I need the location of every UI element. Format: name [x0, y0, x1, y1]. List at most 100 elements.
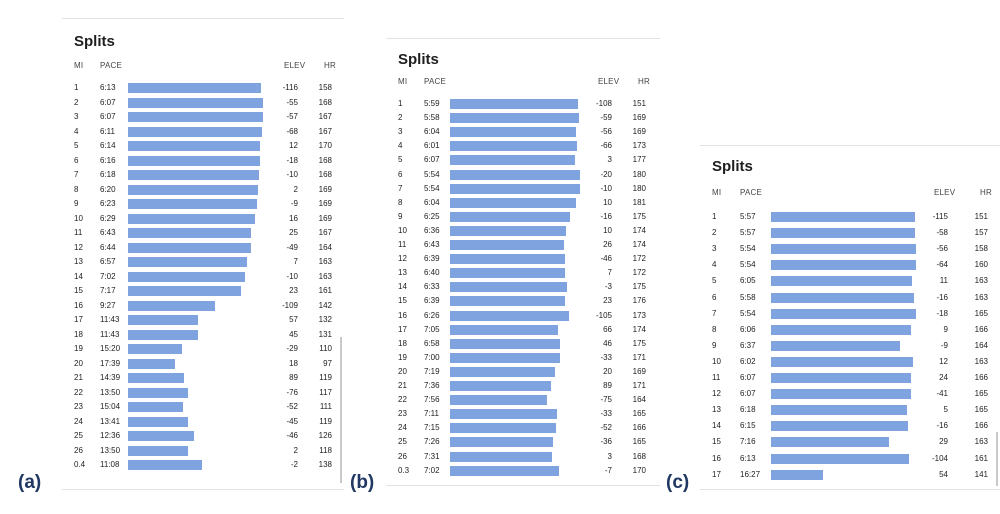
split-pace: 14:39 — [100, 373, 121, 382]
pace-bar — [771, 276, 912, 287]
pace-bar — [128, 445, 188, 456]
split-mile: 24 — [74, 416, 83, 426]
pace-bar — [450, 240, 564, 250]
pace-bar — [128, 257, 247, 267]
header-elev: ELEV — [598, 77, 620, 86]
split-elevation: 3 — [607, 155, 612, 165]
split-mile: 20 — [398, 366, 407, 376]
split-heart-rate: 171 — [632, 381, 646, 390]
split-mile: 4 — [398, 141, 403, 151]
split-row: 11 6:43 26 174 — [386, 238, 660, 252]
split-mile: 2 — [74, 97, 79, 107]
split-pace: 7:31 — [424, 451, 440, 461]
split-mile: 14 — [398, 282, 407, 292]
split-pace: 12:36 — [100, 431, 121, 440]
split-row: 19 7:00 -33 171 — [386, 351, 660, 365]
pace-bar — [128, 286, 241, 296]
split-row: 12 6:44 -49 164 — [62, 241, 344, 255]
split-row: 10 6:02 12 163 — [700, 355, 1000, 369]
split-heart-rate: 119 — [319, 373, 332, 382]
split-mile: 18 — [398, 338, 407, 348]
split-pace: 6:18 — [740, 405, 756, 415]
split-elevation: -16 — [936, 421, 948, 431]
split-heart-rate: 165 — [974, 389, 988, 399]
split-elevation: 5 — [943, 405, 948, 415]
pace-bar — [771, 373, 911, 383]
split-elevation: 12 — [939, 356, 948, 366]
split-mile: 25 — [74, 431, 83, 440]
pace-bar — [771, 292, 914, 303]
split-mile: 10 — [712, 356, 721, 366]
split-mile: 8 — [74, 184, 79, 194]
split-heart-rate: 168 — [318, 97, 332, 107]
split-row: 1 5:57 -115 151 — [700, 210, 1000, 224]
split-elevation: -18 — [936, 308, 948, 318]
panel-label-c: (c) — [666, 472, 690, 493]
split-mile: 22 — [74, 387, 83, 397]
split-elevation: 2 — [293, 184, 298, 194]
split-pace: 6:40 — [424, 268, 440, 278]
split-elevation: 11 — [939, 276, 948, 286]
split-row: 25 12:36 -46 126 — [62, 429, 344, 443]
split-elevation: 12 — [289, 141, 298, 150]
split-pace: 6:18 — [100, 170, 116, 179]
split-heart-rate: 118 — [319, 445, 332, 455]
split-elevation: -10 — [286, 170, 298, 179]
pace-bar — [128, 170, 259, 180]
split-mile: 8 — [712, 324, 717, 334]
split-elevation: -46 — [600, 254, 612, 264]
split-row: 12 6:07 -41 165 — [700, 387, 1000, 401]
split-row: 13 6:40 7 172 — [386, 266, 660, 280]
split-elevation: -59 — [600, 113, 612, 123]
split-mile: 18 — [74, 329, 83, 339]
pace-bar — [450, 282, 567, 293]
split-heart-rate: 169 — [318, 184, 332, 194]
split-pace: 7:17 — [100, 286, 116, 295]
split-mile: 5 — [712, 276, 717, 286]
split-pace: 16:27 — [740, 469, 761, 479]
split-mile: 9 — [712, 340, 717, 350]
pace-bar — [771, 212, 915, 222]
split-mile: 26 — [74, 445, 83, 455]
split-heart-rate: 158 — [318, 83, 332, 92]
split-elevation: -16 — [600, 211, 612, 221]
split-heart-rate: 167 — [318, 126, 332, 136]
split-heart-rate: 163 — [318, 271, 332, 281]
split-elevation: -56 — [936, 244, 948, 254]
split-elevation: 46 — [603, 338, 612, 348]
split-mile: 2 — [712, 228, 717, 238]
split-row: 17 16:27 54 141 — [700, 468, 1000, 482]
header-pace: PACE — [740, 188, 762, 197]
split-pace: 6:25 — [424, 211, 440, 221]
split-elevation: 54 — [939, 469, 948, 479]
split-mile: 9 — [398, 211, 403, 221]
panel-title: Splits — [74, 33, 115, 50]
split-heart-rate: 165 — [974, 308, 988, 318]
split-elevation: -7 — [604, 465, 612, 475]
split-row: 20 7:19 20 169 — [386, 365, 660, 379]
split-elevation: -10 — [600, 183, 612, 193]
split-pace: 6:06 — [740, 324, 756, 334]
pace-bar — [128, 387, 188, 398]
split-pace: 7:11 — [424, 409, 439, 419]
pace-bar — [771, 405, 907, 416]
pace-bar — [450, 409, 557, 420]
pace-bar — [128, 402, 183, 412]
split-heart-rate: 164 — [318, 242, 332, 252]
split-row: 12 6:39 -46 172 — [386, 252, 660, 266]
split-mile: 17 — [74, 315, 83, 324]
split-elevation: -56 — [600, 127, 612, 137]
split-heart-rate: 166 — [974, 421, 988, 431]
pace-bar — [450, 99, 578, 109]
split-heart-rate: 165 — [632, 437, 646, 447]
split-elevation: -64 — [936, 260, 948, 270]
split-elevation: -33 — [600, 409, 612, 419]
scrollbar[interactable] — [996, 432, 998, 486]
splits-panel-c: Splits MI PACE ELEV HR 1 5:57 -115 151 2 5:57… — [700, 145, 1000, 490]
split-pace: 6:02 — [740, 356, 756, 366]
header-hr: HR — [324, 61, 336, 70]
split-heart-rate: 169 — [632, 127, 646, 137]
scrollbar[interactable] — [340, 337, 342, 483]
split-mile: 0.4 — [74, 460, 86, 469]
pace-bar — [128, 199, 257, 209]
